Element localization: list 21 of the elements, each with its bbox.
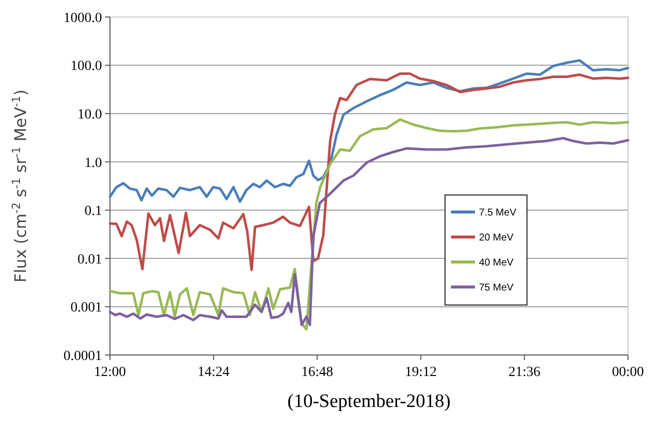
x-tick-label: 16:48 <box>301 365 334 380</box>
line-series <box>108 72 630 272</box>
x-axis-title: (10-September-2018) <box>287 391 451 412</box>
y-tick-label: 0.01 <box>78 252 102 268</box>
x-tick-label: 19:12 <box>404 365 437 380</box>
y-tick-label: 1.0 <box>84 156 102 171</box>
x-tick-label: 14:24 <box>198 365 230 380</box>
x-tick-label: 00:00 <box>612 365 644 380</box>
legend-label: 40 MeV <box>479 258 514 268</box>
legend-label: 20 MeV <box>479 232 514 244</box>
y-tick-label: 100.0 <box>70 59 102 74</box>
y-tick-label: 0.1 <box>84 204 102 220</box>
x-tick-label: 21:36 <box>508 365 540 380</box>
line-series <box>108 59 630 203</box>
y-tick-label: 0.0001 <box>64 348 102 364</box>
y-tick-label: 0.001 <box>70 300 102 316</box>
x-tick-label: 12:00 <box>94 365 126 380</box>
y-tick-label: 10.0 <box>78 107 102 122</box>
y-tick-label: 1000.0 <box>64 10 102 26</box>
legend-label: 7.5 MeV <box>479 208 517 218</box>
legend-label: 75 MeV <box>479 282 514 294</box>
